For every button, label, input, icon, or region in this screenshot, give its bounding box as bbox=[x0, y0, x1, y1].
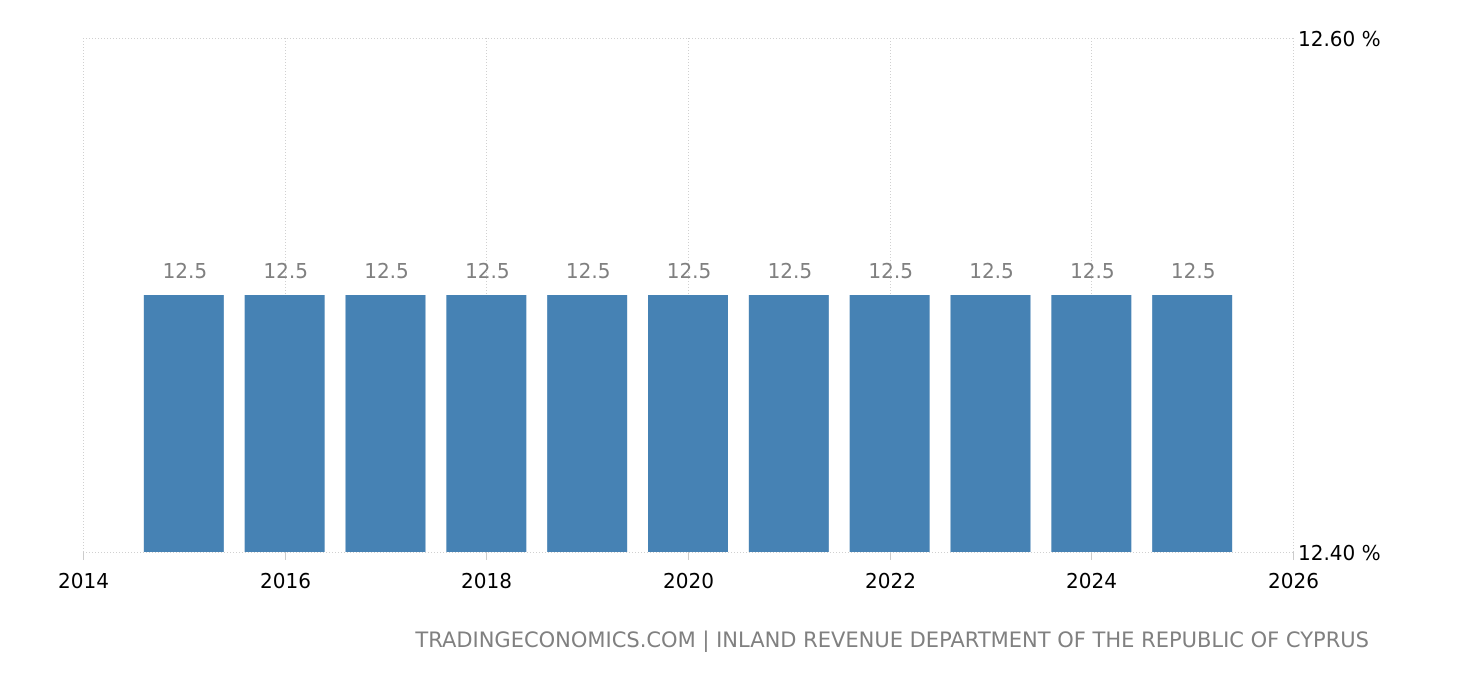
bar-2020 bbox=[648, 295, 728, 552]
data-label-2022: 12.5 bbox=[868, 259, 913, 283]
data-label-2018: 12.5 bbox=[465, 259, 510, 283]
data-label-2016: 12.5 bbox=[263, 259, 308, 283]
bar-2024 bbox=[1051, 295, 1132, 552]
data-label-2021: 12.5 bbox=[768, 259, 813, 283]
bar-2023 bbox=[950, 295, 1031, 552]
data-label-2024: 12.5 bbox=[1070, 259, 1115, 283]
y-tick-label: 12.40 % bbox=[1298, 541, 1381, 565]
x-tick-label: 2020 bbox=[663, 569, 714, 593]
bar-2018 bbox=[446, 295, 527, 552]
x-tick-label: 2026 bbox=[1268, 569, 1319, 593]
data-label-2023: 12.5 bbox=[969, 259, 1014, 283]
y-axis: 12.40 % 12.60 % bbox=[1298, 27, 1381, 565]
bars bbox=[143, 295, 1233, 552]
data-label-2019: 12.5 bbox=[566, 259, 611, 283]
x-tick-label: 2022 bbox=[865, 569, 916, 593]
data-label-2020: 12.5 bbox=[667, 259, 712, 283]
data-label-2017: 12.5 bbox=[364, 259, 409, 283]
data-labels: 12.5 12.5 12.5 12.5 12.5 12.5 12.5 12.5 12.5 12.5… bbox=[163, 259, 1216, 283]
data-label-2015: 12.5 bbox=[163, 259, 208, 283]
bar-2025 bbox=[1152, 295, 1233, 552]
source-footer: TRADINGECONOMICS.COM | INLAND REVENUE DE… bbox=[415, 628, 1369, 652]
bar-2017 bbox=[345, 295, 426, 552]
x-tick-label: 2018 bbox=[461, 569, 512, 593]
data-label-2025: 12.5 bbox=[1171, 259, 1216, 283]
x-axis: 2014 2016 2018 2020 2022 2024 2026 bbox=[58, 552, 1319, 593]
bar-2022 bbox=[849, 295, 930, 552]
bar-2021 bbox=[748, 295, 829, 552]
y-tick-label: 12.60 % bbox=[1298, 27, 1381, 51]
x-tick-label: 2024 bbox=[1066, 569, 1117, 593]
bar-2019 bbox=[547, 295, 628, 552]
x-tick-label: 2014 bbox=[58, 569, 109, 593]
bar-2015 bbox=[143, 295, 224, 552]
x-tick-label: 2016 bbox=[260, 569, 311, 593]
bar-2016 bbox=[244, 295, 325, 552]
